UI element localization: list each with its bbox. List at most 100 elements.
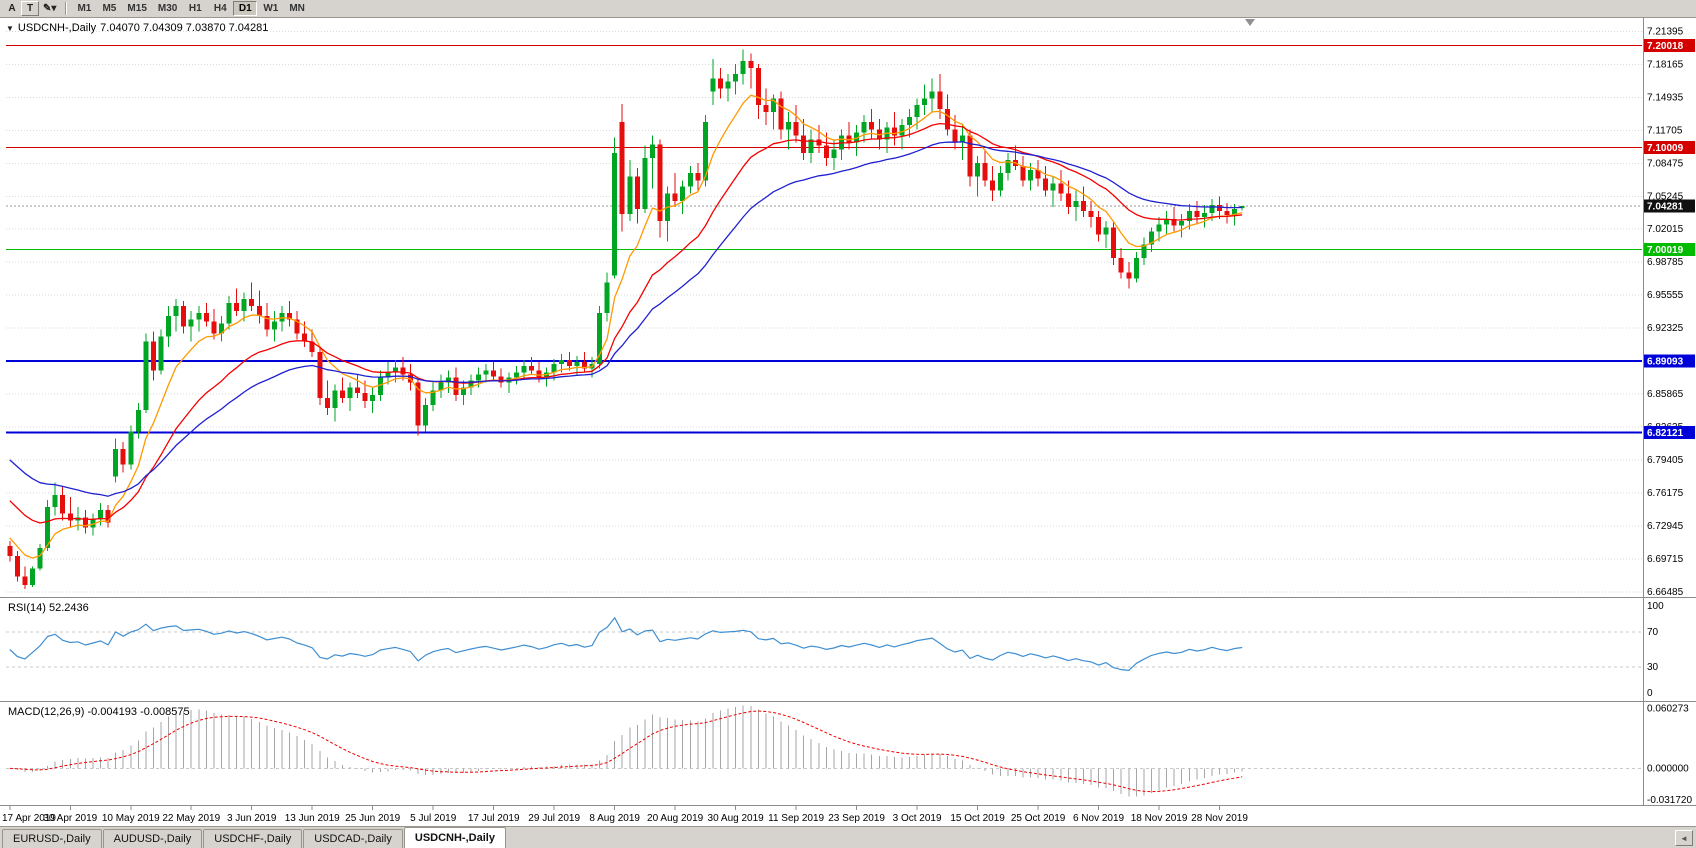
candle-body [1164, 219, 1170, 225]
candle-body [710, 78, 716, 92]
timeframe-button-m5[interactable]: M5 [102, 3, 117, 14]
date-axis-label: 3 Oct 2019 [893, 813, 942, 824]
chart-canvas[interactable]: 6.664856.697156.729456.761756.794056.826… [0, 18, 1696, 826]
date-axis-label: 29 Jul 2019 [528, 813, 580, 824]
price-axis-label: 7.14935 [1647, 92, 1684, 103]
chevron-down-icon: ▾ [51, 3, 57, 14]
timeframe-button-h1[interactable]: H1 [188, 3, 202, 14]
timeframe-button-m30[interactable]: M30 [157, 3, 178, 14]
candle-body [1133, 257, 1139, 279]
candle-body [718, 78, 724, 89]
candle-body [400, 367, 406, 375]
timeframe-button-m1[interactable]: M1 [77, 3, 92, 14]
candle-body [1043, 178, 1049, 191]
candle-body [702, 122, 708, 181]
candle-body [657, 144, 663, 222]
candle-body [188, 319, 194, 327]
date-axis-label: 28 Nov 2019 [1191, 813, 1248, 824]
chart-area: 6.664856.697156.729456.761756.794056.826… [0, 18, 1696, 826]
chart-tab-eurusd-daily[interactable]: EURUSD-,Daily [2, 829, 102, 848]
candle-body [362, 392, 368, 401]
date-axis-label: 11 Sep 2019 [768, 813, 824, 824]
candle-body [90, 519, 96, 528]
date-axis-label: 5 Jul 2019 [410, 813, 457, 824]
candle-body [256, 305, 262, 317]
chart-shift-marker[interactable] [1245, 19, 1255, 26]
candle-body [551, 364, 557, 373]
candle-body [294, 319, 300, 334]
timeframe-button-h4[interactable]: H4 [213, 3, 227, 14]
draw-tool-button[interactable]: ✎ ▾ [39, 1, 60, 16]
candle-body [914, 104, 920, 118]
candle-body [483, 370, 489, 375]
collapse-icon[interactable]: ▼ [6, 23, 14, 33]
toolbar-button-t[interactable]: T [21, 1, 39, 16]
candle-body [619, 122, 625, 215]
candle-body [990, 180, 996, 191]
chart-tab-usdcnh-daily[interactable]: USDCNH-,Daily [403, 827, 506, 848]
candle-body [287, 313, 293, 320]
candle-body [801, 135, 807, 153]
candle-body [733, 74, 739, 82]
price-axis-label: 7.02015 [1647, 224, 1684, 235]
chart-title: ▼ USDCNH-,Daily 7.04070 7.04309 7.03870 … [6, 22, 268, 34]
timeframe-button-d1[interactable]: D1 [233, 1, 258, 16]
moving-average-8 [9, 94, 1243, 559]
date-axis-label: 22 May 2019 [162, 813, 220, 824]
date-axis-label: 23 Sep 2019 [828, 813, 885, 824]
candle-body [922, 98, 928, 105]
candle-body [1209, 204, 1215, 214]
candle-body [1148, 231, 1154, 245]
candle-body [22, 576, 28, 585]
price-badge-label: 6.82121 [1647, 428, 1684, 439]
price-axis-label: 6.72945 [1647, 521, 1684, 532]
date-axis-label: 30 Aug 2019 [708, 813, 765, 824]
price-axis-label: 6.98785 [1647, 257, 1684, 268]
candle-body [128, 431, 134, 465]
price-axis-label: 7.21395 [1647, 26, 1684, 37]
candle-body [415, 382, 421, 426]
candle-body [748, 60, 754, 69]
candle-body [1058, 183, 1064, 194]
candle-body [324, 397, 330, 409]
chart-tab-usdchf-daily[interactable]: USDCHF-,Daily [203, 829, 303, 848]
candle-body [370, 394, 376, 401]
candle-body [808, 139, 814, 153]
date-axis-label: 17 Apr 2019 [2, 813, 56, 824]
candle-body [521, 366, 527, 373]
macd-axis-label: 0.000000 [1647, 763, 1689, 774]
price-badge-label: 7.20018 [1647, 41, 1684, 52]
timeframe-button-mn[interactable]: MN [289, 3, 305, 14]
candle-body [891, 127, 897, 136]
candle-body [1073, 200, 1079, 207]
timeframe-button-w1[interactable]: W1 [263, 3, 279, 14]
candle-body [45, 507, 51, 549]
candle-body [37, 548, 43, 569]
price-axis-label: 7.11705 [1647, 125, 1683, 136]
candle-body [823, 145, 829, 158]
candle-body [347, 387, 353, 398]
candle-body [1194, 211, 1200, 218]
price-axis-label: 7.05245 [1647, 191, 1684, 202]
candle-body [1224, 211, 1230, 216]
candle-body [476, 374, 482, 381]
candle-body [105, 510, 111, 523]
chart-tab-usdcad-daily[interactable]: USDCAD-,Daily [303, 829, 403, 848]
chart-tab-audusd-daily[interactable]: AUDUSD-,Daily [102, 829, 203, 848]
rsi-indicator-label: RSI(14) 52.2436 [8, 602, 89, 614]
date-axis-label: 25 Jun 2019 [345, 813, 400, 824]
timeframe-button-m15[interactable]: M15 [127, 3, 147, 14]
tab-scroll-left-button[interactable]: ◄ [1675, 830, 1693, 846]
macd-indicator-label: MACD(12,26,9) -0.004193 -0.008575 [8, 706, 190, 718]
toolbar-button-a[interactable]: A [8, 3, 16, 14]
price-axis-label: 7.08475 [1647, 158, 1684, 169]
candle-body [249, 298, 255, 306]
candle-body [1171, 219, 1177, 226]
rsi-axis-label: 30 [1647, 662, 1659, 673]
candle-body [241, 298, 247, 312]
candle-body [135, 410, 141, 432]
candle-body [680, 186, 686, 201]
candle-body [952, 129, 958, 143]
candle-body [627, 176, 633, 215]
rsi-axis-label: 100 [1647, 601, 1664, 612]
